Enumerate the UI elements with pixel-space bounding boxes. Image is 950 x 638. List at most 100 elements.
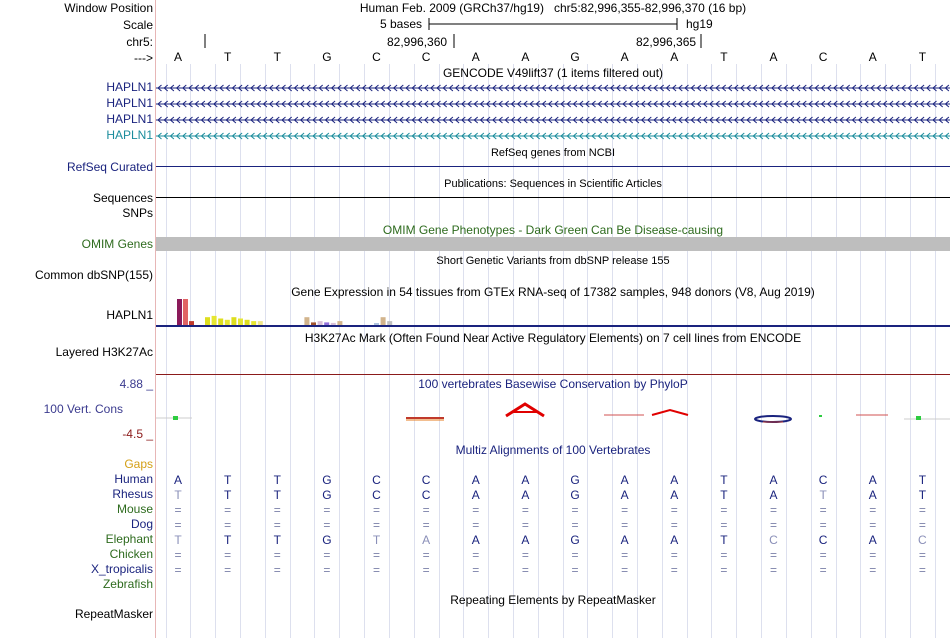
alignment-base: = xyxy=(819,518,827,532)
chrom-label: chr5: xyxy=(126,35,153,49)
gtex-tissue-bar[interactable] xyxy=(374,323,379,325)
alignment-base: = xyxy=(521,503,529,517)
alignment-base: T xyxy=(223,533,232,547)
gtex-tissue-bar[interactable] xyxy=(317,321,323,325)
alignment-base: C xyxy=(918,533,927,547)
alignment-base: = xyxy=(869,518,877,532)
gtex-tissue-bar[interactable] xyxy=(330,322,336,325)
dna-base: A xyxy=(173,50,182,64)
alignment-base: = xyxy=(224,518,232,532)
gtex-tissue-bar[interactable] xyxy=(189,321,194,325)
gtex-tissue-bar[interactable] xyxy=(224,319,230,325)
gencode-gene-label-2[interactable]: HAPLN1 xyxy=(106,96,153,110)
gtex-tissue-bar[interactable] xyxy=(244,319,250,325)
alignment-base: A xyxy=(620,473,629,487)
sequences-track-label[interactable]: Sequences xyxy=(92,191,153,205)
species-label[interactable]: Chicken xyxy=(109,547,153,561)
alignment-base: A xyxy=(769,473,778,487)
alignment-base: C xyxy=(769,533,778,547)
alignment-row xyxy=(156,578,950,592)
alignment-base: C xyxy=(421,473,431,487)
conservation-wiggle[interactable] xyxy=(156,396,950,436)
alignment-base: = xyxy=(720,548,728,562)
species-label[interactable]: Human xyxy=(114,472,153,486)
repeatmasker-track-label[interactable]: RepeatMasker xyxy=(74,607,153,621)
publications-track-title: Publications: Sequences in Scientific Ar… xyxy=(444,178,662,190)
dbsnp-track-label[interactable]: Common dbSNP(155) xyxy=(34,268,153,282)
alignment-base: = xyxy=(372,563,380,577)
conservation-track-title: 100 vertebrates Basewise Conservation by… xyxy=(418,377,688,391)
dbsnp-track-title: Short Genetic Variants from dbSNP releas… xyxy=(436,255,670,267)
gtex-expression-bars[interactable] xyxy=(156,296,950,328)
dna-base: T xyxy=(223,50,232,64)
gtex-tissue-bar[interactable] xyxy=(257,321,263,325)
gencode-gene-feature-4[interactable] xyxy=(156,129,950,143)
alignment-base: = xyxy=(918,518,926,532)
alignment-base: A xyxy=(620,533,629,547)
alignment-base: = xyxy=(372,518,380,532)
alignment-base: A xyxy=(471,488,480,502)
alignment-base: A xyxy=(868,533,877,547)
species-label[interactable]: Rhesus xyxy=(112,487,153,501)
gtex-tissue-bar[interactable] xyxy=(251,321,257,325)
gencode-gene-label-3[interactable]: HAPLN1 xyxy=(106,112,153,126)
gtex-tissue-bar[interactable] xyxy=(304,317,310,325)
alignment-base: = xyxy=(174,503,182,517)
alignment-base: C xyxy=(372,488,381,502)
conservation-min-value: -4.5 _ xyxy=(122,427,153,441)
species-label[interactable]: Mouse xyxy=(116,502,153,516)
alignment-base: T xyxy=(273,533,281,547)
gtex-tissue-bar[interactable] xyxy=(205,317,210,325)
gtex-tissue-bar[interactable] xyxy=(337,321,343,325)
gtex-tissue-bar[interactable] xyxy=(238,318,243,326)
alignment-base: = xyxy=(323,563,331,577)
gencode-gene-label-4[interactable]: HAPLN1 xyxy=(106,128,153,142)
alignment-base: T xyxy=(918,488,927,502)
alignment-base: = xyxy=(571,563,579,577)
alignment-base: = xyxy=(769,518,777,532)
gtex-track-label[interactable]: HAPLN1 xyxy=(106,308,153,322)
alignment-base: = xyxy=(621,563,629,577)
gtex-tissue-bar[interactable] xyxy=(183,299,188,325)
refseq-gene-line[interactable] xyxy=(156,166,950,167)
gtex-tissue-bar[interactable] xyxy=(211,315,217,325)
omim-track-label[interactable]: OMIM Genes xyxy=(81,237,153,251)
alignment-base: = xyxy=(372,503,380,517)
species-label[interactable]: Elephant xyxy=(105,532,153,546)
alignment-base: A xyxy=(173,473,182,487)
scale-ruler xyxy=(204,18,702,48)
gtex-tissue-bar[interactable] xyxy=(231,317,237,325)
alignment-base: = xyxy=(472,518,480,532)
gtex-tissue-bar[interactable] xyxy=(177,299,182,325)
species-label[interactable]: Zebrafish xyxy=(102,577,153,591)
species-label[interactable]: Dog xyxy=(130,517,153,531)
alignment-base: T xyxy=(720,473,728,487)
alignment-base: T xyxy=(223,473,232,487)
gencode-gene-label-1[interactable]: HAPLN1 xyxy=(106,80,153,94)
species-label[interactable]: Gaps xyxy=(124,457,153,471)
gtex-tissue-bar[interactable] xyxy=(324,322,330,325)
alignment-row: = = = = = = = = = = = = = = = = xyxy=(156,563,950,577)
alignment-base: = xyxy=(869,548,877,562)
gencode-gene-feature-3[interactable] xyxy=(156,113,950,127)
gencode-gene-feature-2[interactable] xyxy=(156,97,950,111)
omim-feature-bar[interactable] xyxy=(156,237,950,251)
alignment-base: = xyxy=(918,503,926,517)
conservation-track-label[interactable]: 100 Vert. Cons xyxy=(43,402,123,416)
gtex-tissue-bar[interactable] xyxy=(387,321,393,325)
gtex-tissue-bar[interactable] xyxy=(218,318,224,326)
gtex-tissue-bar[interactable] xyxy=(311,322,316,325)
refseq-track-label[interactable]: RefSeq Curated xyxy=(66,160,153,174)
publications-feature-line[interactable] xyxy=(156,197,950,198)
ruler-position-2: 82,996,365 xyxy=(636,35,697,49)
alignment-base: = xyxy=(323,518,331,532)
window-position-text: Human Feb. 2009 (GRCh37/hg19) chr5:82,99… xyxy=(359,1,747,15)
gtex-tissue-bar[interactable] xyxy=(380,317,386,325)
gencode-gene-feature-1[interactable] xyxy=(156,81,950,95)
snps-track-label[interactable]: SNPs xyxy=(122,206,153,220)
h3k27ac-track-label[interactable]: Layered H3K27Ac xyxy=(55,345,153,359)
species-label[interactable]: X_tropicalis xyxy=(90,562,153,576)
